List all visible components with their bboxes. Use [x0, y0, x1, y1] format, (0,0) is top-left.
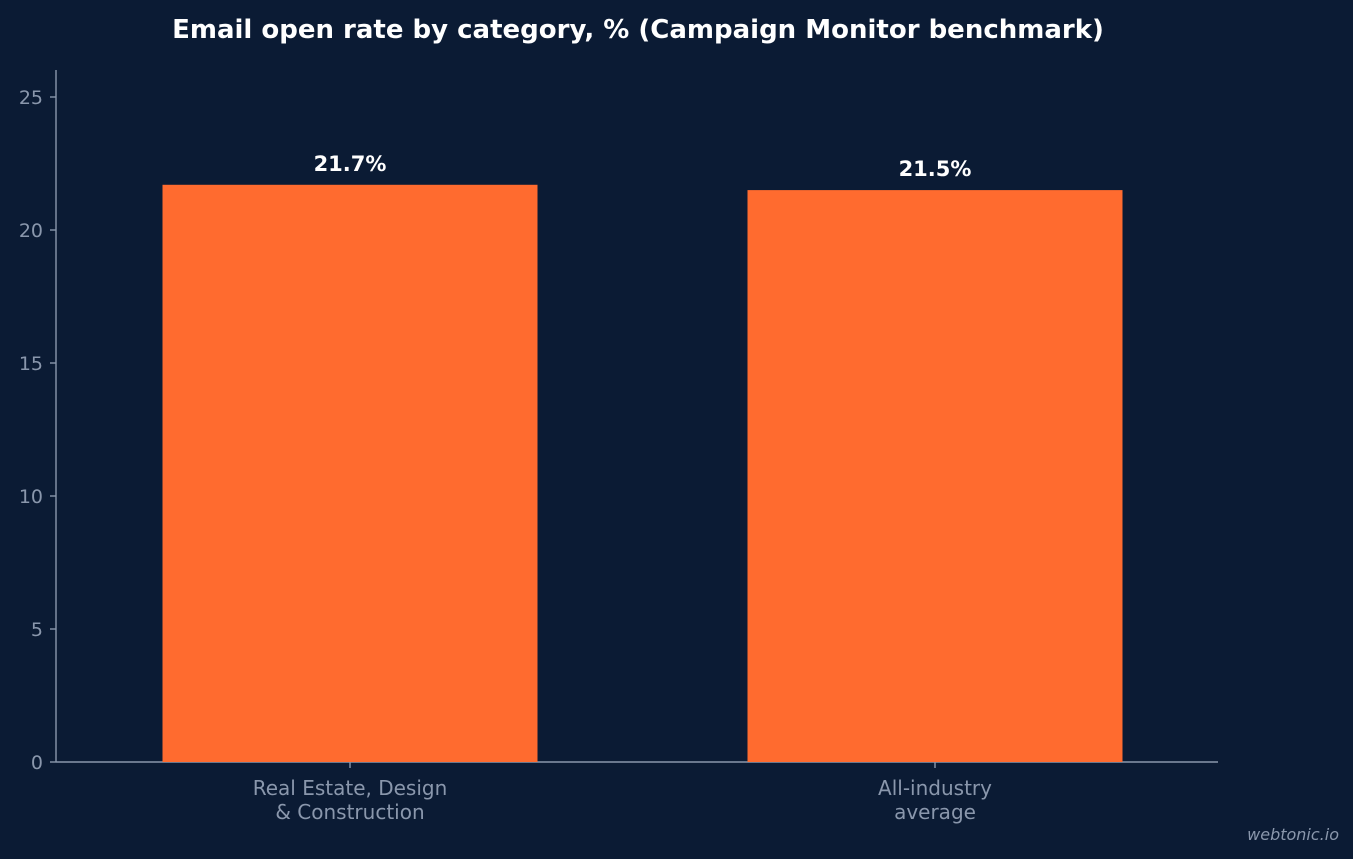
- y-tick-label: 0: [31, 752, 43, 774]
- x-tick-label: Real Estate, Design: [253, 776, 448, 800]
- y-tick-label: 5: [31, 619, 43, 641]
- x-tick-label: average: [894, 800, 976, 824]
- y-axis: 0 5 10 15 20 25: [19, 70, 57, 774]
- bar-value-label: 21.7%: [314, 152, 387, 176]
- bar: [747, 190, 1123, 763]
- bar: [162, 184, 538, 762]
- y-tick-label: 15: [19, 353, 43, 375]
- value-labels: 21.7% 21.5%: [314, 152, 972, 181]
- x-tick-label: & Construction: [275, 800, 424, 824]
- bar-value-label: 21.5%: [899, 157, 972, 181]
- y-tick-label: 20: [19, 220, 43, 242]
- x-axis: Real Estate, Design& Construction All-ind…: [56, 761, 1218, 824]
- y-tick-label: 25: [19, 87, 43, 109]
- bar-series: [162, 184, 1123, 763]
- watermark: webtonic.io: [1247, 825, 1339, 844]
- y-tick-label: 10: [19, 486, 43, 508]
- x-tick-label: All-industry: [878, 776, 992, 800]
- chart-title: Email open rate by category, % (Campaign…: [172, 15, 1104, 45]
